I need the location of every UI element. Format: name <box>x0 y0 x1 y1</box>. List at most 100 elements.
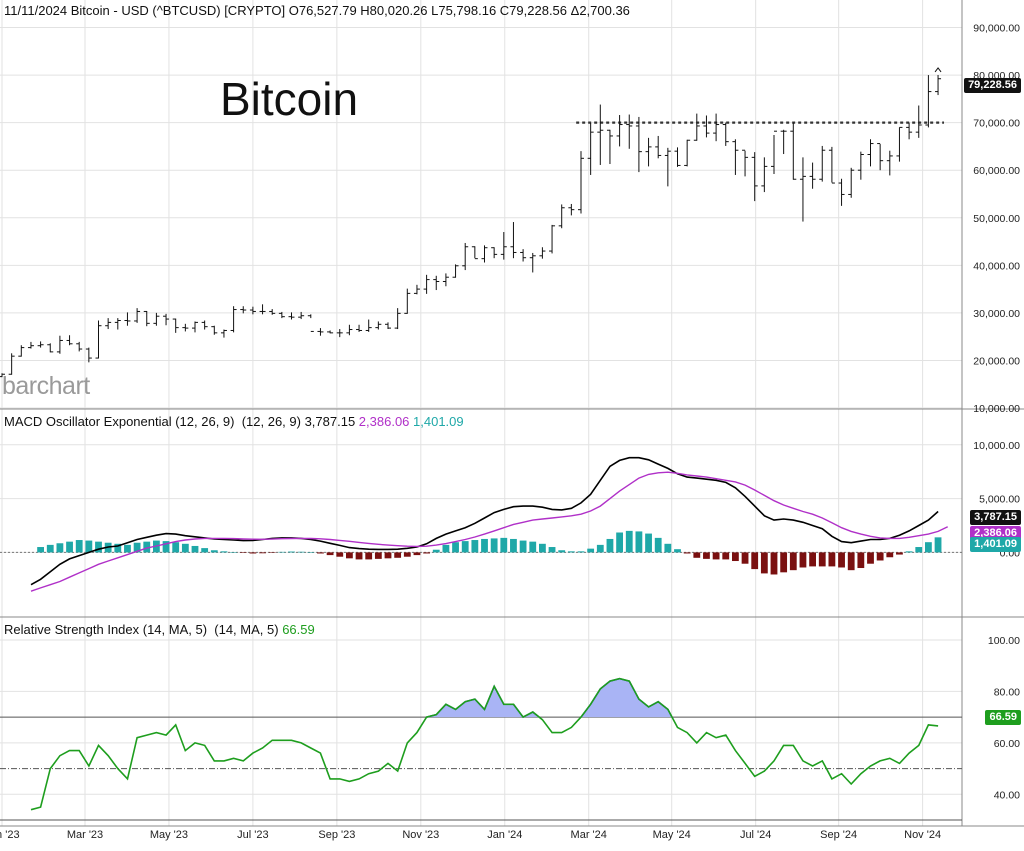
ohlc-bar <box>529 252 536 273</box>
macd-histogram-bar <box>896 552 903 555</box>
macd-histogram-bar <box>297 551 305 553</box>
ohlc-bar <box>298 311 305 320</box>
ohlc-bar <box>549 224 556 254</box>
ohlc-bar <box>742 149 749 177</box>
ohlc-bar <box>751 152 758 202</box>
macd-histogram-bar <box>664 543 672 553</box>
macd-hist-value: 1,401.09 <box>409 414 464 429</box>
ohlc-bar <box>47 343 54 353</box>
macd-histogram-bar <box>268 552 276 553</box>
ohlc-bar <box>230 306 237 333</box>
macd-histogram-bar <box>365 552 373 560</box>
macd-histogram-bar <box>510 538 517 553</box>
macd-histogram-bar <box>210 550 218 553</box>
y-tick-label: 90,000.00 <box>973 23 1020 35</box>
ohlc-bar <box>85 347 92 363</box>
x-tick-label: Jan '24 <box>487 829 522 841</box>
ohlc-bar <box>356 324 363 332</box>
ohlc-bar <box>645 137 652 167</box>
macd-histogram-bar <box>288 551 295 553</box>
macd-histogram-bar <box>780 552 788 573</box>
ohlc-bar <box>771 130 777 174</box>
ohlc-bar <box>336 329 343 338</box>
x-tick-label: Mar '24 <box>571 829 607 841</box>
ohlc-bar <box>925 75 932 128</box>
ohlc-bar <box>394 308 401 330</box>
y-tick-label: 50,000.00 <box>973 213 1020 225</box>
macd-histogram-bar <box>606 538 614 553</box>
macd-histogram-bar <box>481 538 488 553</box>
macd-histogram-bar <box>548 547 556 553</box>
rsi-header: Relative Strength Index (14, MA, 5) (14,… <box>4 622 315 637</box>
ohlc-bar <box>404 288 411 314</box>
macd-histogram-bar <box>133 542 141 553</box>
macd-histogram-bar <box>809 552 816 567</box>
macd-histogram-bar <box>85 540 93 553</box>
ohlc-bar <box>192 321 198 333</box>
macd-histogram-bar <box>770 552 778 575</box>
macd-histogram-bar <box>828 552 836 567</box>
y-tick-label: 60,000.00 <box>973 165 1020 177</box>
ohlc-bar <box>327 330 334 334</box>
macd-histogram-bar <box>442 544 450 553</box>
macd-histogram-bar <box>741 552 749 564</box>
y-tick-label: 30,000.00 <box>973 308 1020 320</box>
ohlc-bar <box>510 222 517 259</box>
ohlc-bar <box>915 105 922 138</box>
macd-histogram-bar <box>558 550 566 553</box>
ohlc-bar <box>713 113 720 142</box>
macd-histogram-bar <box>56 543 64 553</box>
macd-histogram-bar <box>114 543 122 553</box>
x-tick-label: Mar '23 <box>67 829 103 841</box>
macd-histogram-bar <box>307 552 315 553</box>
macd-histogram-bar <box>172 542 180 553</box>
ohlc-bar <box>259 304 266 315</box>
chart-title: Bitcoin <box>220 73 359 125</box>
ohlc-bar <box>27 341 34 349</box>
ohlc-bar <box>799 157 806 222</box>
ohlc-bar <box>539 247 546 259</box>
watermark-text: barchart <box>2 372 90 400</box>
macd-histogram-bar <box>857 552 865 569</box>
ohlc-bar <box>578 151 584 214</box>
ohlc-bar <box>240 306 247 314</box>
ohlc-bar <box>433 275 440 291</box>
rsi-header-text: Relative Strength Index (14, MA, 5) (14,… <box>4 622 283 637</box>
x-tick-label: May '23 <box>150 829 188 841</box>
price-tag: 79,228.56 <box>964 78 1021 93</box>
macd-histogram-bar <box>452 542 459 553</box>
y-tick-label: 5,000.00 <box>979 494 1020 506</box>
macd-histogram-bar <box>925 542 932 553</box>
macd-histogram-bar <box>374 552 382 559</box>
macd-histogram-bar <box>432 549 440 553</box>
macd-line <box>30 456 939 586</box>
ohlc-bar <box>452 264 459 278</box>
ohlc-bar <box>124 312 131 326</box>
ohlc-bar <box>481 245 488 263</box>
x-tick-label: Sep '24 <box>820 829 857 841</box>
ohlc-bar <box>317 328 324 336</box>
macd-histogram-bar <box>66 541 73 553</box>
macd-histogram-bar <box>596 544 604 553</box>
ohlc-bar <box>857 151 864 180</box>
ohlc-bar <box>105 318 112 330</box>
ohlc-bar <box>8 353 15 375</box>
macd-histogram-bar <box>616 532 623 553</box>
ohlc-bar <box>867 139 874 167</box>
ohlc-bar <box>780 129 787 155</box>
macd-histogram-bar <box>326 552 334 556</box>
ohlc-bar <box>684 139 691 167</box>
ohlc-bar <box>520 249 527 262</box>
macd-histogram-bar <box>191 545 199 553</box>
macd-histogram-bar <box>645 533 652 553</box>
ohlc-bar <box>809 162 816 189</box>
ohlc-bar <box>848 167 855 198</box>
macd-histogram-bar <box>317 552 324 554</box>
macd-histogram-bar <box>587 548 595 553</box>
macd-histogram-bar <box>703 552 710 559</box>
macd-histogram-bar <box>539 543 546 553</box>
ohlc-bar <box>182 323 189 332</box>
ohlc-bar <box>664 147 671 187</box>
macd-histogram-bar <box>490 538 498 553</box>
